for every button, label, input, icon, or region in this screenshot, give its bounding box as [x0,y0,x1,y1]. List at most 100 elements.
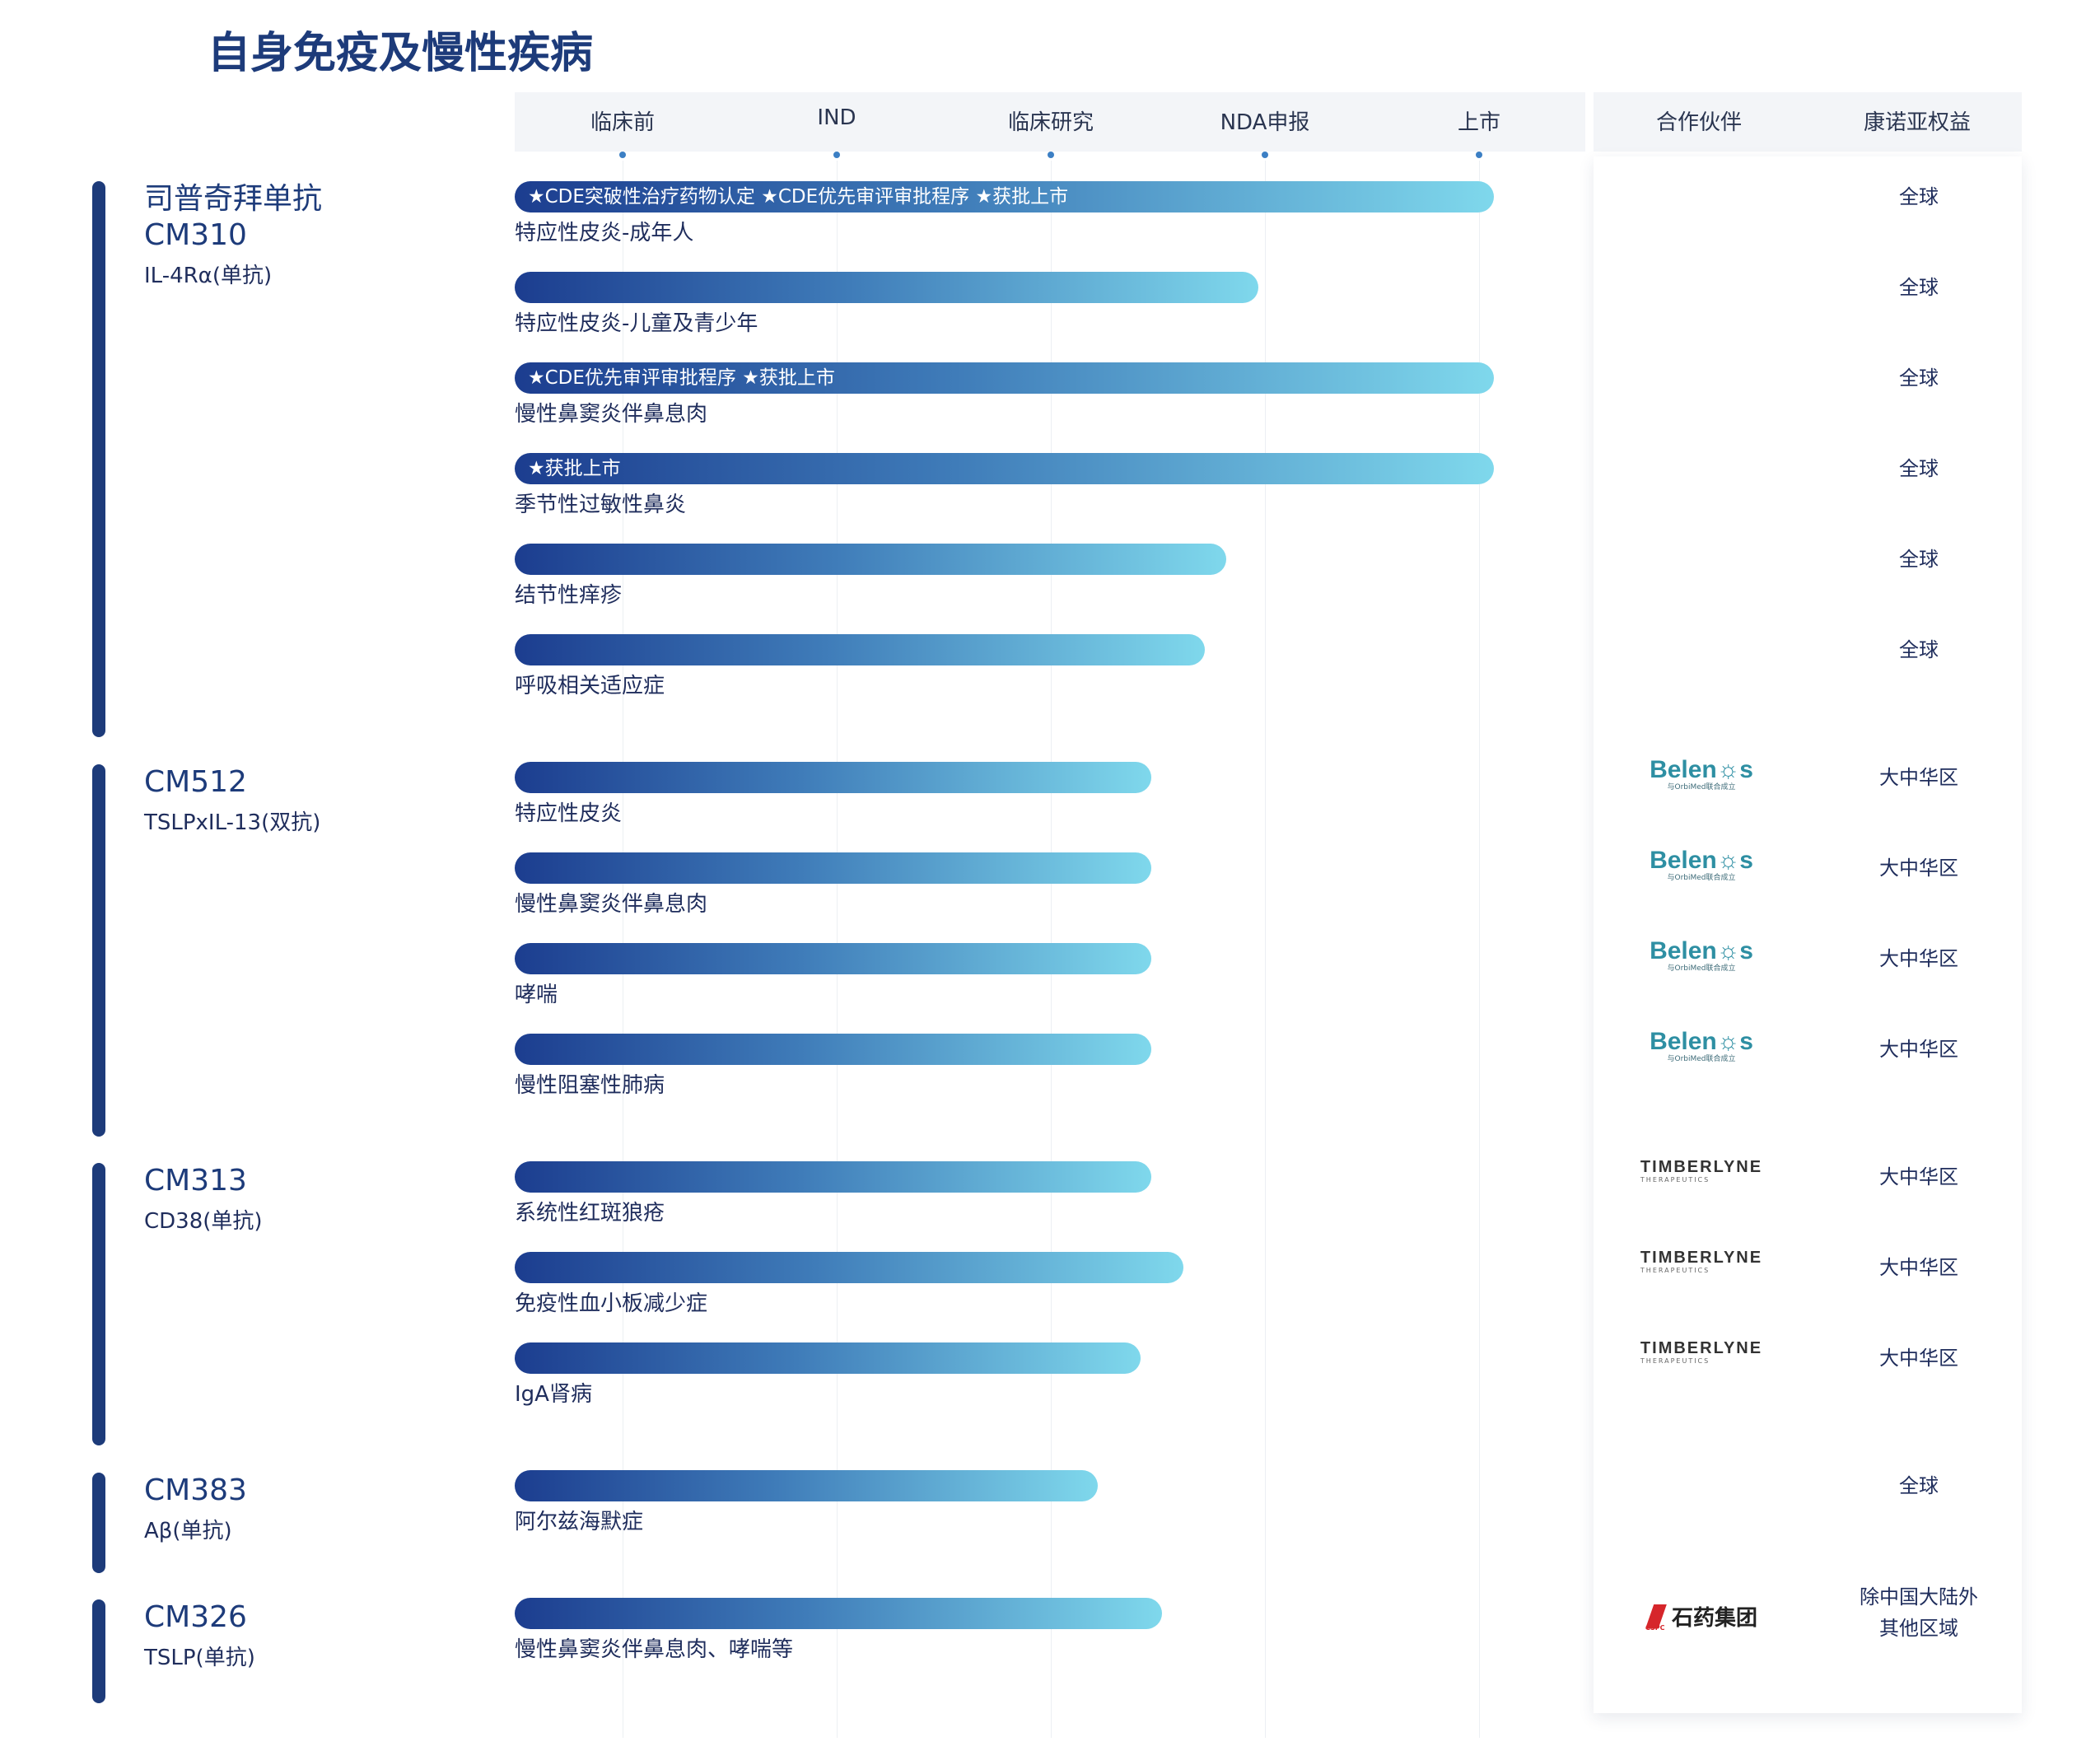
drug-target: CD38(单抗) [144,1209,263,1234]
rights-region: 全球 [1899,457,1939,480]
indication-label: 慢性阻塞性肺病 [515,1073,665,1098]
milestone-note: ★CDE优先审评审批程序 ★获批上市 [528,367,835,389]
drug-target: IL-4Rα(单抗) [144,264,273,288]
page-title: 自身免疫及慢性疾病 [208,29,594,78]
belenos-logo: Belen☼s 与OrbiMed联合成立 [1650,937,1753,974]
belenos-wordmark: Belen☼s [1650,847,1753,874]
drug-target: Aβ(单抗) [144,1519,232,1543]
drug-code: CM326 [144,1600,247,1634]
progress-bar [515,1252,1183,1283]
indication-label: IgA肾病 [515,1382,592,1407]
stage-gridline [1479,161,1480,1738]
progress-bar: ★CDE优先审评审批程序 ★获批上市 [515,362,1494,394]
indication-label: 慢性鼻窦炎伴鼻息肉、哮喘等 [515,1637,794,1662]
rights-region: 全球 [1899,1474,1939,1497]
timberlyne-logo: TIMBERLYNE THERAPEUTICS [1640,1339,1762,1365]
indication-label: 呼吸相关适应症 [515,674,665,698]
indication-label: 免疫性血小板减少症 [515,1291,708,1316]
rights-region: 大中华区 [1879,1165,1958,1188]
progress-bar [515,1598,1162,1629]
stage-marker-dot [1476,152,1482,158]
drug-generic-name: 司普奇拜单抗 [144,182,323,216]
timberlyne-logo: TIMBERLYNE THERAPEUTICS [1640,1158,1762,1184]
indication-label: 慢性鼻窦炎伴鼻息肉 [515,892,708,917]
milestone-note: ★获批上市 [528,458,621,479]
rights-region: 大中华区 [1879,1256,1958,1279]
cspc-abbr: CSPC [1645,1624,1665,1632]
belenos-wordmark: Belen☼s [1650,1028,1753,1055]
progress-bar: ★CDE突破性治疗药物认定 ★CDE优先审评审批程序 ★获批上市 [515,181,1494,212]
drug-group-bar [92,764,105,1137]
drug-target: TSLP(单抗) [144,1646,255,1670]
indication-label: 系统性红斑狼疮 [515,1201,665,1226]
rights-region: 大中华区 [1879,1038,1958,1061]
rights-region: 大中华区 [1879,766,1958,789]
progress-bar [515,272,1258,303]
drug-group-bar [92,181,105,737]
timberlyne-wordmark: TIMBERLYNE [1640,1339,1763,1357]
drug-code: CM310 [144,218,247,252]
stage-gridline [1265,161,1266,1738]
timberlyne-wordmark: TIMBERLYNE [1640,1158,1763,1176]
partner-rights-panel [1594,156,2022,1713]
belenos-subtitle: 与OrbiMed联合成立 [1667,783,1736,791]
progress-bar: ★获批上市 [515,453,1494,484]
cspc-logo: 石药集团 CSPC [1645,1601,1757,1632]
indication-label: 阿尔兹海默症 [515,1510,644,1534]
indication-label: 特应性皮炎-成年人 [515,221,694,245]
partner-column-header: 合作伙伴 [1655,110,1743,135]
progress-bar [515,943,1151,974]
belenos-logo: Belen☼s 与OrbiMed联合成立 [1650,756,1753,792]
belenos-subtitle: 与OrbiMed联合成立 [1667,1055,1736,1063]
drug-target: TSLPxIL-13(双抗) [144,810,321,835]
stage-marker-dot [1048,152,1054,158]
rights-region: 全球 [1899,185,1939,208]
belenos-logo: Belen☼s 与OrbiMed联合成立 [1650,1028,1753,1064]
cspc-logo-row: 石药集团 CSPC [1645,1601,1757,1632]
drug-group-bar [92,1599,105,1703]
rights-region: 大中华区 [1879,1347,1958,1370]
rights-region: 大中华区 [1879,857,1958,880]
belenos-wordmark: Belen☼s [1650,937,1753,964]
timberlyne-logo: TIMBERLYNE THERAPEUTICS [1640,1249,1762,1274]
belenos-logo: Belen☼s 与OrbiMed联合成立 [1650,847,1753,883]
stage-label: NDA申报 [1220,110,1310,135]
rights-region: 大中华区 [1879,947,1958,970]
progress-bar [515,1034,1151,1065]
timberlyne-subtitle: THERAPEUTICS [1640,1357,1710,1365]
timberlyne-wordmark: TIMBERLYNE [1640,1249,1763,1267]
drug-group-bar [92,1473,105,1573]
belenos-subtitle: 与OrbiMed联合成立 [1667,874,1736,882]
stage-label: 上市 [1457,110,1501,135]
rights-region: 除中国大陆外 其他区域 [1860,1585,1978,1640]
progress-bar [515,1342,1141,1374]
milestone-note: ★CDE突破性治疗药物认定 ★CDE优先审评审批程序 ★获批上市 [528,186,1069,208]
indication-label: 季节性过敏性鼻炎 [515,493,687,517]
timberlyne-subtitle: THERAPEUTICS [1640,1176,1710,1184]
rights-region: 全球 [1899,367,1939,390]
column-header [1594,92,2022,152]
indication-label: 哮喘 [515,983,558,1007]
rights-region: 全球 [1899,638,1939,661]
timberlyne-subtitle: THERAPEUTICS [1640,1267,1710,1274]
progress-bar [515,1161,1151,1193]
drug-code: CM383 [144,1473,247,1507]
rights-region: 全球 [1899,548,1939,571]
stage-label: 临床前 [590,110,656,135]
progress-bar [515,634,1205,665]
stage-label: 临床研究 [1007,110,1094,135]
stage-marker-dot [1262,152,1268,158]
stage-marker-dot [619,152,626,158]
stage-label: IND [817,105,856,130]
indication-label: 特应性皮炎 [515,801,623,826]
drug-group-bar [92,1163,105,1445]
progress-bar [515,762,1151,793]
indication-label: 结节性痒疹 [515,583,623,608]
rights-region: 全球 [1899,276,1939,299]
belenos-wordmark: Belen☼s [1650,756,1753,783]
rights-column-header: 康诺亚权益 [1863,110,1972,135]
progress-bar [515,1470,1098,1501]
cspc-name: 石药集团 [1671,1606,1758,1631]
drug-code: CM313 [144,1164,247,1198]
indication-label: 慢性鼻窦炎伴鼻息肉 [515,402,708,427]
